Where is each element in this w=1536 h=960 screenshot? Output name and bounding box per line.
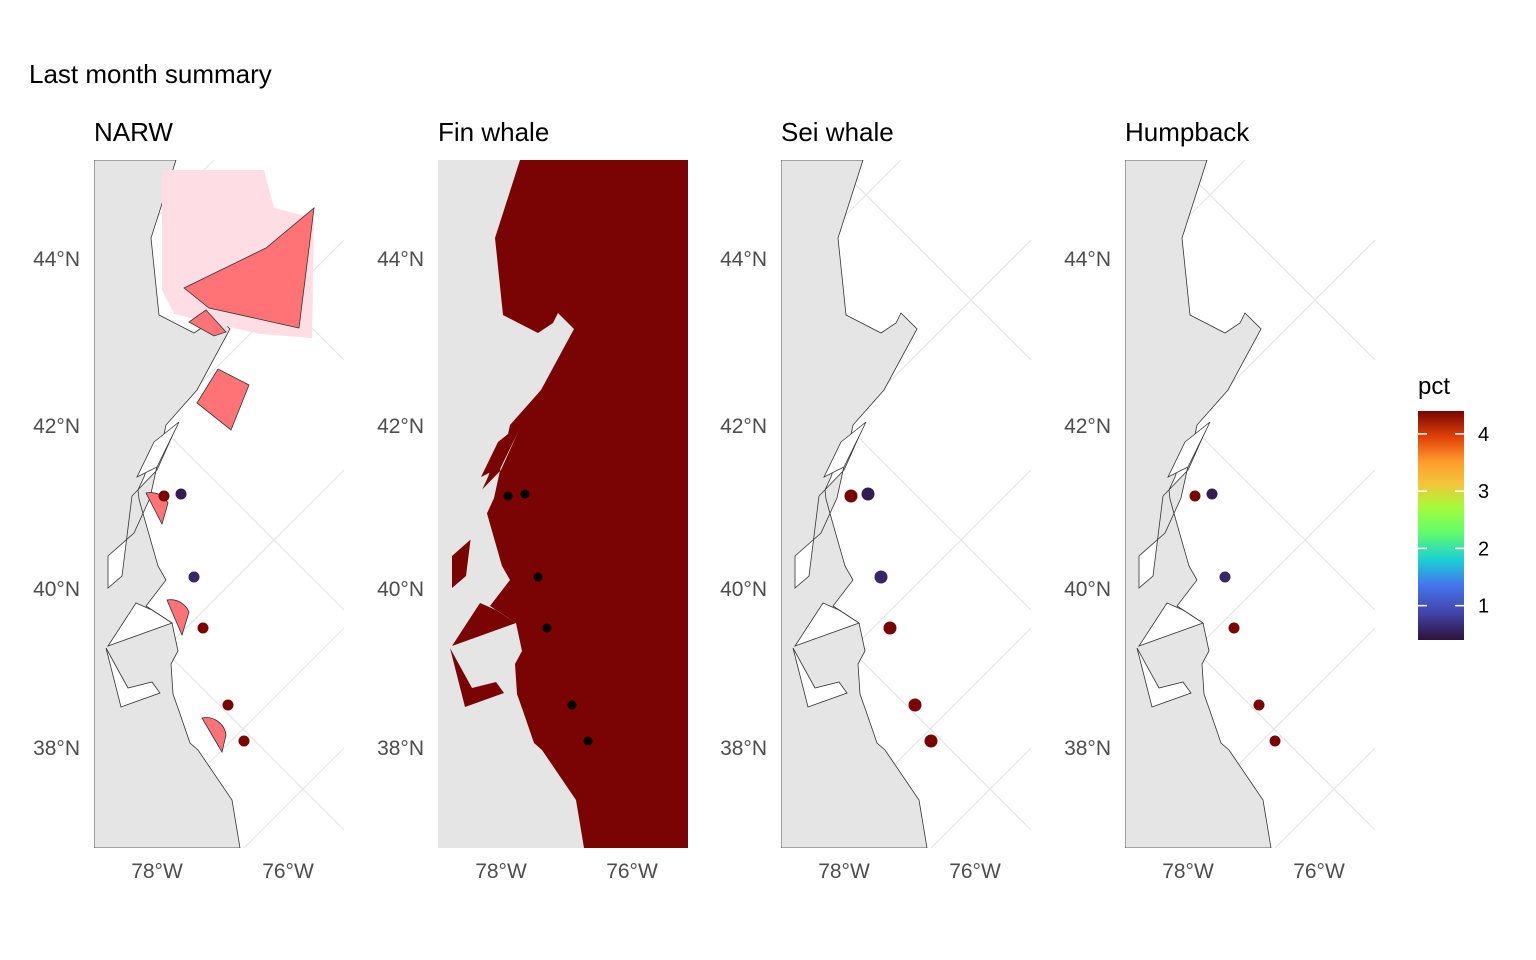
detection-point [1206, 488, 1218, 500]
legend-tick-label: 4 [1478, 424, 1489, 446]
panel-title: NARW [94, 117, 173, 147]
lat-tick-label: 40°N [720, 578, 767, 601]
detection-point [542, 623, 552, 633]
water-inlet [794, 602, 860, 647]
management-zone [188, 309, 227, 337]
detection-point [1189, 490, 1201, 502]
detection-point [567, 700, 577, 710]
legend-tick-label: 3 [1478, 481, 1489, 503]
water-inlet [105, 647, 161, 708]
lat-tick-label: 42°N [377, 415, 424, 438]
lon-tick-label: 78°W [818, 860, 870, 883]
detection-point [583, 736, 593, 746]
detection-point [844, 489, 858, 503]
lat-tick-label: 42°N [720, 415, 767, 438]
legend-tick-label: 2 [1478, 538, 1489, 560]
legend-ticks: 1 2 3 4 [1418, 424, 1489, 618]
detection-point [1269, 735, 1281, 747]
lat-tick-label: 44°N [720, 248, 767, 271]
panel-humpback: Humpback 44°N 42°N 40°N 38°N 78°W 76°W [1064, 117, 1375, 883]
detection-point [1228, 622, 1240, 634]
detection-point [861, 487, 875, 501]
water-inlet [1167, 421, 1211, 478]
detection-point [175, 488, 187, 500]
lon-tick-label: 78°W [475, 860, 527, 883]
panel-title: Sei whale [781, 117, 894, 147]
management-zone [166, 599, 190, 637]
detection-point [1219, 571, 1231, 583]
lat-tick-label: 44°N [1064, 248, 1111, 271]
panel-narw: NARW 44°N 42°N 40°N 38°N 78°W 76°W [33, 117, 344, 883]
lat-tick-label: 40°N [1064, 578, 1111, 601]
management-zone [196, 368, 250, 431]
detection-point [222, 699, 234, 711]
land-mass [1125, 160, 1272, 848]
graticule-line [243, 747, 344, 848]
lon-tick-label: 76°W [606, 860, 658, 883]
land-mass [438, 160, 584, 848]
lon-tick-label: 78°W [131, 860, 183, 883]
water-inlet [450, 648, 504, 707]
water-inlet [481, 422, 523, 477]
lat-tick-label: 42°N [1064, 415, 1111, 438]
lat-tick-label: 40°N [377, 578, 424, 601]
legend-title: pct [1418, 373, 1450, 400]
lat-tick-label: 38°N [720, 737, 767, 760]
detection-point [188, 571, 200, 583]
graticule-line [1174, 160, 1375, 361]
facet-panels: NARW 44°N 42°N 40°N 38°N 78°W 76°W Fin whale 44°… [33, 117, 1375, 883]
graticule-line [830, 160, 1031, 361]
lat-tick-label: 44°N [33, 248, 80, 271]
lon-tick-label: 76°W [262, 860, 314, 883]
map-area [94, 160, 344, 848]
lon-tick-label: 76°W [1293, 860, 1345, 883]
detection-point [533, 572, 543, 582]
lat-tick-label: 40°N [33, 578, 80, 601]
management-zone [183, 207, 315, 329]
map-area [438, 160, 688, 848]
detection-point [908, 698, 922, 712]
water-inlet [1138, 602, 1204, 647]
panel-fin-whale: Fin whale 44°N 42°N 40°N 38°N 78°W 76°W [377, 117, 688, 883]
lon-tick-label: 76°W [949, 860, 1001, 883]
lat-tick-label: 38°N [33, 737, 80, 760]
water-inlet [792, 647, 848, 708]
lat-tick-label: 42°N [33, 415, 80, 438]
legend-tick-label: 1 [1478, 596, 1489, 618]
lat-tick-label: 38°N [377, 737, 424, 760]
lat-tick-label: 44°N [377, 248, 424, 271]
detection-point [503, 491, 513, 501]
detection-point [520, 489, 530, 499]
panel-title: Fin whale [438, 117, 549, 147]
detection-point [874, 570, 888, 584]
map-area [781, 160, 1031, 848]
management-zone [201, 717, 227, 754]
lon-tick-label: 78°W [1162, 860, 1214, 883]
detection-point [1253, 699, 1265, 711]
detection-point [883, 621, 897, 635]
water-inlet [452, 603, 516, 646]
detection-point [197, 622, 209, 634]
graticule-line [1274, 747, 1375, 848]
water-inlet [823, 421, 867, 478]
detection-point [158, 490, 170, 502]
water-inlet [136, 421, 180, 478]
land-mass [781, 160, 928, 848]
graticule-line [930, 747, 1031, 848]
panel-sei-whale: Sei whale 44°N 42°N 40°N 38°N 78°W 76°W [720, 117, 1031, 883]
figure-title: Last month summary [29, 59, 272, 89]
panel-title: Humpback [1125, 117, 1250, 147]
map-area [1125, 160, 1375, 848]
legend: pct 1 2 3 4 [1418, 373, 1489, 640]
lat-tick-label: 38°N [1064, 737, 1111, 760]
detection-point [238, 735, 250, 747]
water-inlet [107, 602, 173, 647]
legend-colorbar [1418, 411, 1464, 640]
water-inlet [1136, 647, 1192, 708]
detection-point [924, 734, 938, 748]
